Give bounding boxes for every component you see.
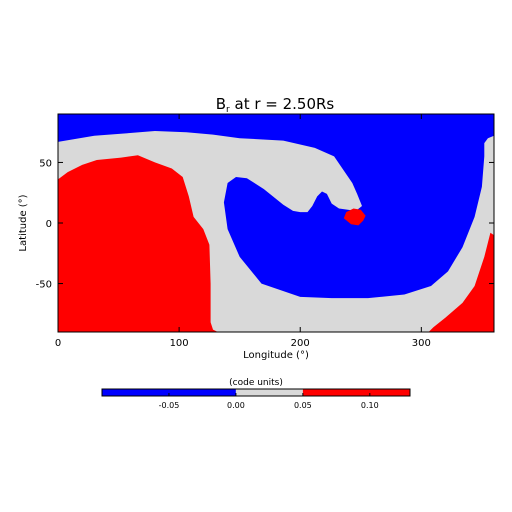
chart-title: Br at r = 2.50Rs [216, 95, 335, 115]
x-tick-label: 100 [170, 338, 189, 349]
x-tick-label: 300 [412, 338, 431, 349]
small-positive-island [343, 208, 366, 226]
y-tick-label: 0 [46, 219, 52, 230]
colorbar-tick-label: 0.05 [294, 401, 312, 410]
colorbar-band-neutral [235, 389, 303, 396]
axis-ticks: 0 100 200 300 50 0 -50 [36, 114, 494, 349]
y-tick-label: -50 [36, 280, 52, 291]
colorbar-title: (code units) [229, 378, 283, 388]
title-sub: r [226, 105, 230, 115]
eastern-positive-region [428, 232, 494, 332]
x-tick-label: 0 [55, 338, 61, 349]
y-tick-label: 50 [39, 158, 52, 169]
title-main: B [216, 95, 226, 113]
plot-area [58, 114, 494, 332]
colorbar-tick-label: 0.00 [227, 401, 245, 410]
x-tick-label: 200 [291, 338, 310, 349]
colorbar-band-negative [102, 389, 236, 396]
x-axis-label: Longitude (°) [243, 350, 309, 361]
north-negative-band [58, 114, 494, 299]
western-positive-region [58, 155, 218, 332]
colorbar-band-positive [302, 389, 410, 396]
title-rest: at r = 2.50Rs [230, 95, 335, 113]
y-axis-label: Latitude (°) [18, 194, 29, 251]
colorbar-tick-label: 0.10 [361, 401, 379, 410]
colorbar: -0.05 0.00 0.05 0.10 [101, 388, 411, 410]
colorbar-frame [101, 388, 411, 397]
colorbar-tick-label: -0.05 [159, 401, 180, 410]
